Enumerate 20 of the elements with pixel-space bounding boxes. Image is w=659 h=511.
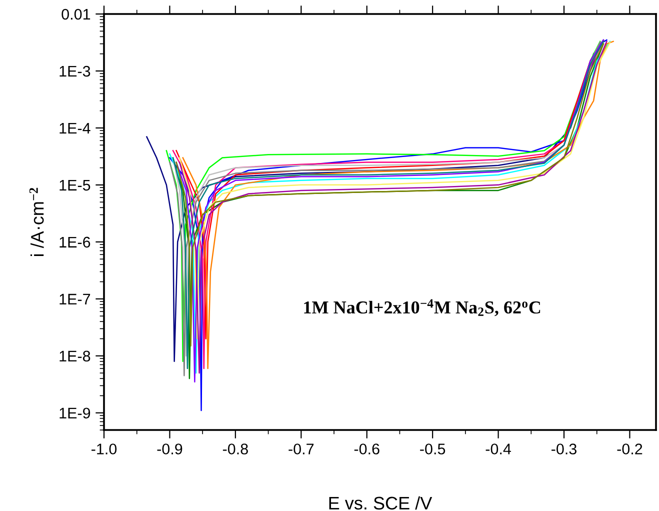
x-tick-label: -1.0	[92, 444, 117, 454]
y-tick-label: 1E-8	[60, 350, 90, 362]
y-tick-label: 1E-7	[60, 294, 90, 304]
y-tick-label: 1E-4	[60, 122, 90, 134]
x-axis-title: E vs. SCE /V	[329, 496, 432, 510]
annotation: 1M NaCl+2x10$^{−4}$M Na$_{2}$S, 62$^{o}$C	[304, 299, 540, 316]
x-tick-label: -0.6	[354, 444, 380, 454]
y-tick-label: 1E-9	[60, 408, 90, 419]
x-tick-label: -0.7	[288, 444, 314, 454]
x-tick-label: -0.3	[552, 444, 576, 454]
x-tick-label: -0.9	[157, 444, 182, 454]
x-tick-label: -0.4	[486, 444, 512, 454]
y-axis-title: i /A·cm$^{−2}$	[29, 188, 44, 256]
y-tick-label: 0.01	[62, 8, 90, 20]
x-tick-label: -0.2	[617, 444, 642, 454]
x-tick-label: -0.8	[222, 444, 248, 454]
y-tick-label: 1E-3	[60, 66, 90, 77]
y-tick-label: 1E-6	[60, 236, 90, 248]
x-tick-label: -0.5	[420, 444, 446, 454]
y-tick-label: 1E-5	[60, 180, 90, 191]
